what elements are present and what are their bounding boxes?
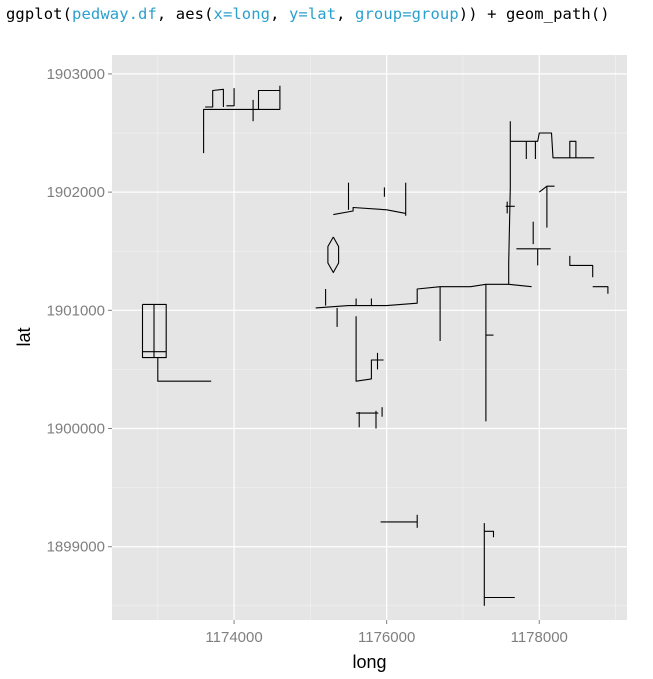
pedway-path: [355, 316, 384, 382]
code-text: )) + geom_path(): [458, 5, 610, 23]
code-text: ggplot(: [6, 5, 73, 23]
y-axis: 1899000 1900000 1901000 1902000 1903000: [47, 66, 112, 556]
code-argument: group=group: [355, 5, 459, 23]
pedway-path: [484, 530, 495, 538]
pedway-path: [315, 283, 532, 309]
y-tick-label: 1902000: [47, 184, 105, 201]
code-argument: y=lat: [288, 5, 337, 23]
x-tick-label: 1178000: [511, 629, 568, 646]
code-argument: pedway.df: [72, 5, 157, 23]
y-tick-label: 1903000: [47, 66, 105, 83]
x-axis: 1174000 1176000 1178000: [205, 620, 568, 646]
pedway-path: [203, 85, 281, 154]
x-axis-title: long: [352, 652, 386, 672]
pedway-path: [157, 357, 212, 382]
pedway-path: [592, 286, 609, 294]
pedway-path: [327, 236, 340, 274]
y-tick-label: 1901000: [47, 302, 105, 319]
y-tick-label: 1900000: [47, 421, 105, 438]
pedway-path: [569, 255, 594, 278]
pedway-path: [569, 140, 577, 158]
x-tick-label: 1174000: [205, 629, 262, 646]
code-argument: x=long: [213, 5, 271, 23]
pedway-path: [510, 132, 595, 159]
pedway-path: [257, 89, 280, 110]
pedway-path: [333, 206, 406, 216]
x-tick-label: 1176000: [358, 629, 415, 646]
pedway-path: [141, 303, 167, 359]
path-series: [141, 85, 609, 606]
y-axis-title: lat: [14, 327, 34, 346]
code-text: , aes(: [156, 5, 214, 23]
y-tick-label: 1899000: [47, 539, 105, 556]
pedway-path: [226, 88, 235, 107]
code-snippet: ggplot(pedway.df, aes(x=long, y=lat, gro…: [6, 5, 610, 23]
pedway-path: [205, 88, 224, 108]
pedway-path: [508, 121, 511, 285]
code-text: ,: [336, 5, 356, 23]
code-text: ,: [270, 5, 289, 23]
gridlines: [112, 55, 627, 620]
plot-panel: [112, 55, 627, 620]
